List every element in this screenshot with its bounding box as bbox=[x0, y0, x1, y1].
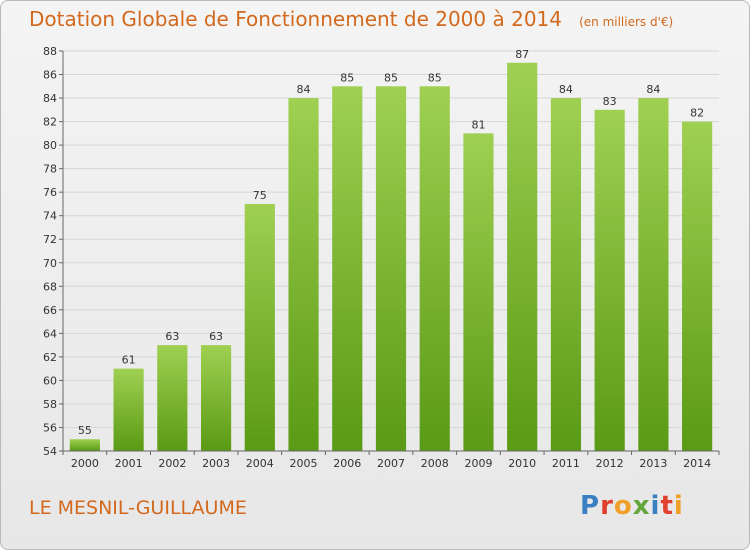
bar-2014 bbox=[682, 121, 713, 452]
y-tick-label: 74 bbox=[43, 210, 57, 223]
y-tick-label: 58 bbox=[43, 398, 57, 411]
data-label-2007: 85 bbox=[384, 71, 398, 84]
data-label-2003: 63 bbox=[209, 330, 223, 343]
brand-letter: r bbox=[600, 491, 614, 521]
brand-letter: P bbox=[580, 491, 601, 521]
bar-2010 bbox=[507, 62, 538, 451]
commune-name: LE MESNIL-GUILLAUME bbox=[29, 497, 247, 519]
bar-2004 bbox=[244, 203, 275, 451]
y-tick-label: 72 bbox=[43, 233, 57, 246]
x-tick-label-2007: 2007 bbox=[377, 457, 405, 470]
y-tick-label: 86 bbox=[43, 69, 57, 82]
data-label-2005: 84 bbox=[297, 83, 311, 96]
x-tick-label-2002: 2002 bbox=[158, 457, 186, 470]
x-tick-label-2009: 2009 bbox=[464, 457, 492, 470]
x-tick-label-2005: 2005 bbox=[290, 457, 318, 470]
y-tick-label: 66 bbox=[43, 304, 57, 317]
bar-2009 bbox=[463, 133, 494, 451]
x-tick-label-2000: 2000 bbox=[71, 457, 99, 470]
x-tick-label-2010: 2010 bbox=[508, 457, 536, 470]
data-label-2011: 84 bbox=[559, 83, 573, 96]
y-tick-label: 76 bbox=[43, 186, 57, 199]
chart-title-line: Dotation Globale de Fonctionnement de 20… bbox=[29, 7, 673, 31]
y-tick-label: 60 bbox=[43, 374, 57, 387]
brand-letter: x bbox=[632, 491, 651, 521]
bar-2000 bbox=[69, 439, 100, 451]
x-tick-label-2004: 2004 bbox=[246, 457, 274, 470]
x-tick-label-2014: 2014 bbox=[683, 457, 711, 470]
brand-letter: o bbox=[613, 491, 633, 521]
data-label-2014: 82 bbox=[690, 107, 704, 120]
bar-2006 bbox=[332, 86, 363, 451]
data-label-2001: 61 bbox=[122, 354, 136, 367]
data-label-2010: 87 bbox=[515, 48, 529, 61]
y-tick-label: 88 bbox=[43, 45, 57, 58]
chart-unit-note: (en milliers d'€) bbox=[579, 15, 674, 29]
x-tick-label-2011: 2011 bbox=[552, 457, 580, 470]
bar-2007 bbox=[375, 86, 407, 451]
y-tick-label: 78 bbox=[43, 163, 57, 176]
y-tick-label: 62 bbox=[43, 351, 57, 364]
data-label-2006: 85 bbox=[340, 71, 354, 84]
chart-title: Dotation Globale de Fonctionnement de 20… bbox=[29, 7, 562, 31]
x-tick-label-2013: 2013 bbox=[639, 457, 667, 470]
brand-letter: t bbox=[660, 491, 674, 521]
x-tick-label-2006: 2006 bbox=[333, 457, 361, 470]
bars bbox=[69, 62, 713, 452]
y-tick-label: 68 bbox=[43, 280, 57, 293]
data-label-2013: 84 bbox=[646, 83, 660, 96]
bar-2012 bbox=[594, 109, 625, 451]
x-tick-label-2008: 2008 bbox=[421, 457, 449, 470]
x-tick-label-2012: 2012 bbox=[596, 457, 624, 470]
bar-2013 bbox=[638, 98, 669, 451]
brand-logo: Proxiti bbox=[580, 491, 684, 521]
data-label-2012: 83 bbox=[603, 95, 617, 108]
bar-2011 bbox=[550, 98, 582, 451]
bar-2005 bbox=[288, 98, 319, 451]
axes bbox=[59, 50, 720, 455]
brand-letter: i bbox=[673, 491, 684, 521]
labels: 54 56 58 60 62 64 66 68 70 72 74 76 78 80 82 84 86 88 55 20… bbox=[43, 45, 711, 470]
data-label-2008: 85 bbox=[428, 71, 442, 84]
bar-2008 bbox=[419, 86, 450, 451]
y-tick-label: 54 bbox=[43, 445, 57, 458]
data-label-2009: 81 bbox=[471, 118, 485, 131]
brand-letter: i bbox=[650, 491, 661, 521]
y-tick-label: 84 bbox=[43, 92, 57, 105]
data-label-2004: 75 bbox=[253, 189, 267, 202]
y-tick-label: 82 bbox=[43, 116, 57, 129]
bar-2002 bbox=[157, 345, 188, 451]
x-tick-label-2003: 2003 bbox=[202, 457, 230, 470]
bar-2001 bbox=[113, 368, 144, 451]
x-tick-label-2001: 2001 bbox=[115, 457, 143, 470]
bar-2003 bbox=[200, 345, 232, 451]
y-tick-label: 80 bbox=[43, 139, 57, 152]
y-tick-label: 70 bbox=[43, 257, 57, 270]
y-tick-label: 56 bbox=[43, 421, 57, 434]
y-tick-label: 64 bbox=[43, 327, 57, 340]
data-label-2000: 55 bbox=[78, 424, 92, 437]
data-label-2002: 63 bbox=[165, 330, 179, 343]
